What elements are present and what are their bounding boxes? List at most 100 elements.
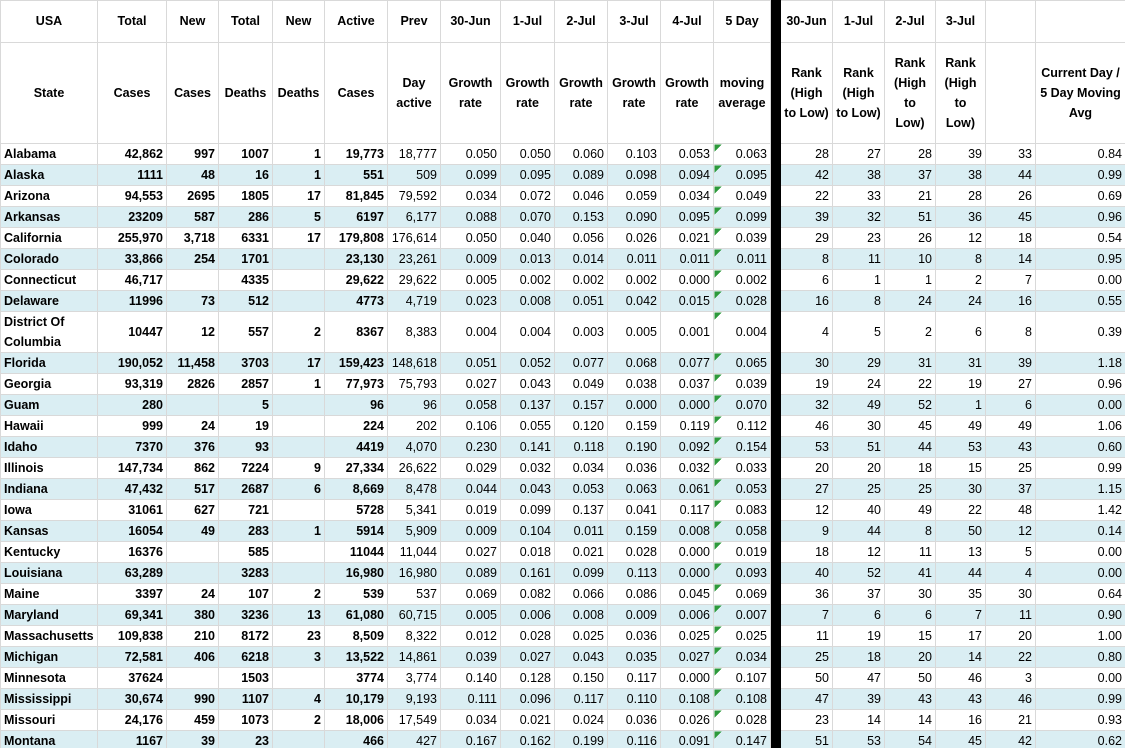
cell: 47 [780, 688, 833, 710]
cell: 0.141 [500, 436, 555, 458]
cell: 46 [985, 688, 1036, 710]
cell: 0.80 [1035, 646, 1125, 668]
cell: 1.42 [1035, 499, 1125, 521]
cell: 40 [780, 562, 833, 584]
cell [166, 667, 219, 689]
header-cell: Growth rate [500, 42, 555, 144]
cell: 3 [985, 667, 1036, 689]
cell: 8 [935, 248, 986, 270]
cell: 7224 [218, 457, 273, 479]
cell: 0.019 [440, 499, 501, 521]
cell: 0.089 [440, 562, 501, 584]
cell: 0.54 [1035, 227, 1125, 249]
cell: 94,553 [97, 185, 167, 207]
cell: 8,322 [387, 625, 441, 647]
header-cell: Rank (High to Low) [832, 42, 885, 144]
cell: 1 [272, 143, 325, 165]
cell: 46,717 [97, 269, 167, 291]
state-name: Arkansas [0, 206, 98, 228]
cell: 49 [884, 499, 936, 521]
cell: 0.063 [607, 478, 661, 500]
cell [272, 436, 325, 458]
cell: 27,334 [324, 457, 388, 479]
cell: 0.099 [440, 164, 501, 186]
cell: 11 [832, 248, 885, 270]
cell: 11 [780, 625, 833, 647]
cell: 0.050 [440, 143, 501, 165]
cell: 12 [166, 311, 219, 353]
cell: 8,478 [387, 478, 441, 500]
cell: 25 [985, 457, 1036, 479]
cell: 0.128 [500, 667, 555, 689]
cell: 0.009 [440, 248, 501, 270]
cell: 93,319 [97, 373, 167, 395]
state-name: Missouri [0, 709, 98, 731]
cell: 0.028 [713, 290, 771, 312]
header-cell: Prev [387, 0, 441, 43]
cell: 53 [832, 730, 885, 748]
data-row: Arkansas 23209 587 286 5 6197 6,177 0.088 0.070 0… [0, 206, 1125, 228]
cell: 0.034 [554, 457, 608, 479]
cell: 46 [935, 667, 986, 689]
cell: 17,549 [387, 709, 441, 731]
cell: 81,845 [324, 185, 388, 207]
cell: 0.106 [440, 415, 501, 437]
state-name: Georgia [0, 373, 98, 395]
cell: 39 [832, 688, 885, 710]
cell: 4 [985, 562, 1036, 584]
cell: 0.140 [440, 667, 501, 689]
cell: 52 [884, 394, 936, 416]
cell: 0.120 [554, 415, 608, 437]
cell: 0.00 [1035, 541, 1125, 563]
cell: 0.000 [607, 394, 661, 416]
cell: 6 [884, 604, 936, 626]
cell: 1 [272, 520, 325, 542]
cell: 0.065 [713, 352, 771, 374]
cell: 0.025 [554, 625, 608, 647]
cell: 3 [272, 646, 325, 668]
separator-bar [770, 541, 781, 563]
state-name: Arizona [0, 185, 98, 207]
cell: 27 [780, 478, 833, 500]
header-cell: 4-Jul [660, 0, 714, 43]
cell: 0.008 [660, 520, 714, 542]
cell [166, 394, 219, 416]
cell: 107 [218, 583, 273, 605]
cell: 43 [935, 688, 986, 710]
cell: 0.082 [500, 583, 555, 605]
cell: 0.107 [713, 667, 771, 689]
cell: 0.095 [713, 164, 771, 186]
header-cell: USA [0, 0, 98, 43]
header-cell: 1-Jul [832, 0, 885, 43]
cell: 19 [780, 373, 833, 395]
cell: 0.035 [607, 646, 661, 668]
cell: 6197 [324, 206, 388, 228]
cell: 1073 [218, 709, 273, 731]
data-row: Mississippi 30,674 990 1107 4 10,179 9,193 0.11… [0, 688, 1125, 710]
cell: 1107 [218, 688, 273, 710]
cell: 0.00 [1035, 667, 1125, 689]
cell: 6218 [218, 646, 273, 668]
cell: 4335 [218, 269, 273, 291]
cell: 19 [832, 625, 885, 647]
cell: 39 [985, 352, 1036, 374]
cell: 1.06 [1035, 415, 1125, 437]
cell: 0.230 [440, 436, 501, 458]
cell: 0.95 [1035, 248, 1125, 270]
cell: 283 [218, 520, 273, 542]
cell: 0.032 [500, 457, 555, 479]
cell: 19 [935, 373, 986, 395]
cell: 4773 [324, 290, 388, 312]
cell: 6 [832, 604, 885, 626]
cell: 0.098 [607, 164, 661, 186]
cell: 42 [985, 730, 1036, 748]
cell: 16 [935, 709, 986, 731]
cell: 43 [985, 436, 1036, 458]
header-cell [1035, 0, 1125, 43]
data-row: Minnesota 37624 1503 3774 3,774 0.140 0.128 0.1… [0, 667, 1125, 689]
cell: 0.069 [440, 583, 501, 605]
cell: 21 [884, 185, 936, 207]
cell: 0.150 [554, 667, 608, 689]
cell: 18 [884, 457, 936, 479]
header-cell: moving average [713, 42, 771, 144]
